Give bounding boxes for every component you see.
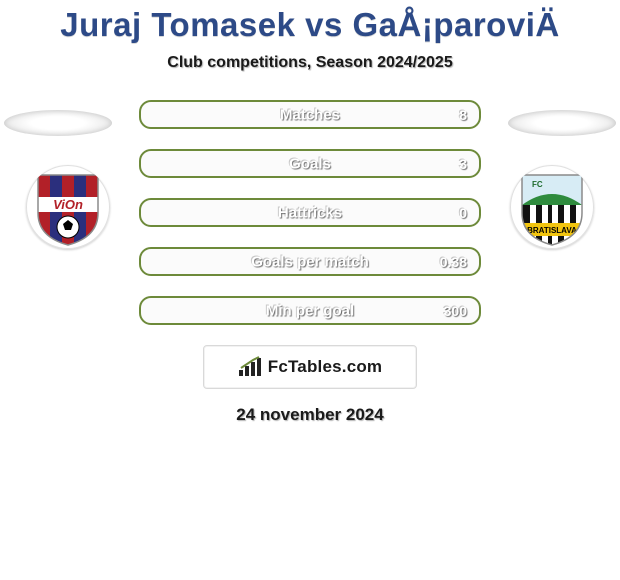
stat-label: Hattricks <box>278 204 342 221</box>
page-subtitle: Club competitions, Season 2024/2025 <box>0 54 620 72</box>
stat-label: Goals <box>289 155 331 172</box>
fctables-logo[interactable]: FcTables.com <box>203 345 417 389</box>
stat-label: Min per goal <box>266 302 354 319</box>
svg-text:BRATISLAVA: BRATISLAVA <box>527 226 577 235</box>
fctables-logo-text: FcTables.com <box>268 357 383 377</box>
bratislava-badge-icon: BRATISLAVA FC <box>510 165 594 249</box>
svg-text:ViOn: ViOn <box>53 197 83 212</box>
content-area: ViOn <box>0 100 620 425</box>
svg-text:FC: FC <box>532 180 543 189</box>
vion-badge-icon: ViOn <box>26 165 110 249</box>
stat-row: Min per goal 300 <box>139 296 481 325</box>
stat-label: Matches <box>280 106 340 123</box>
club-badge-right: BRATISLAVA FC <box>510 165 594 249</box>
club-badge-left: ViOn <box>26 165 110 249</box>
page-title: Juraj Tomasek vs GaÅ¡paroviÄ <box>0 0 620 44</box>
player-flag-left <box>4 110 112 136</box>
stats-list: Matches 8 Goals 3 Hattricks 0 Goals per match 0… <box>139 100 481 325</box>
stat-value: 8 <box>459 107 467 123</box>
stat-label: Goals per match <box>251 253 369 270</box>
stat-row: Matches 8 <box>139 100 481 129</box>
player-flag-right <box>508 110 616 136</box>
bar-chart-icon <box>238 356 264 378</box>
stat-value: 0 <box>459 205 467 221</box>
stat-row: Hattricks 0 <box>139 198 481 227</box>
stat-value: 0.38 <box>440 254 467 270</box>
stat-value: 3 <box>459 156 467 172</box>
date-label: 24 november 2024 <box>0 405 620 425</box>
stat-row: Goals 3 <box>139 149 481 178</box>
stat-value: 300 <box>444 303 467 319</box>
stat-row: Goals per match 0.38 <box>139 247 481 276</box>
